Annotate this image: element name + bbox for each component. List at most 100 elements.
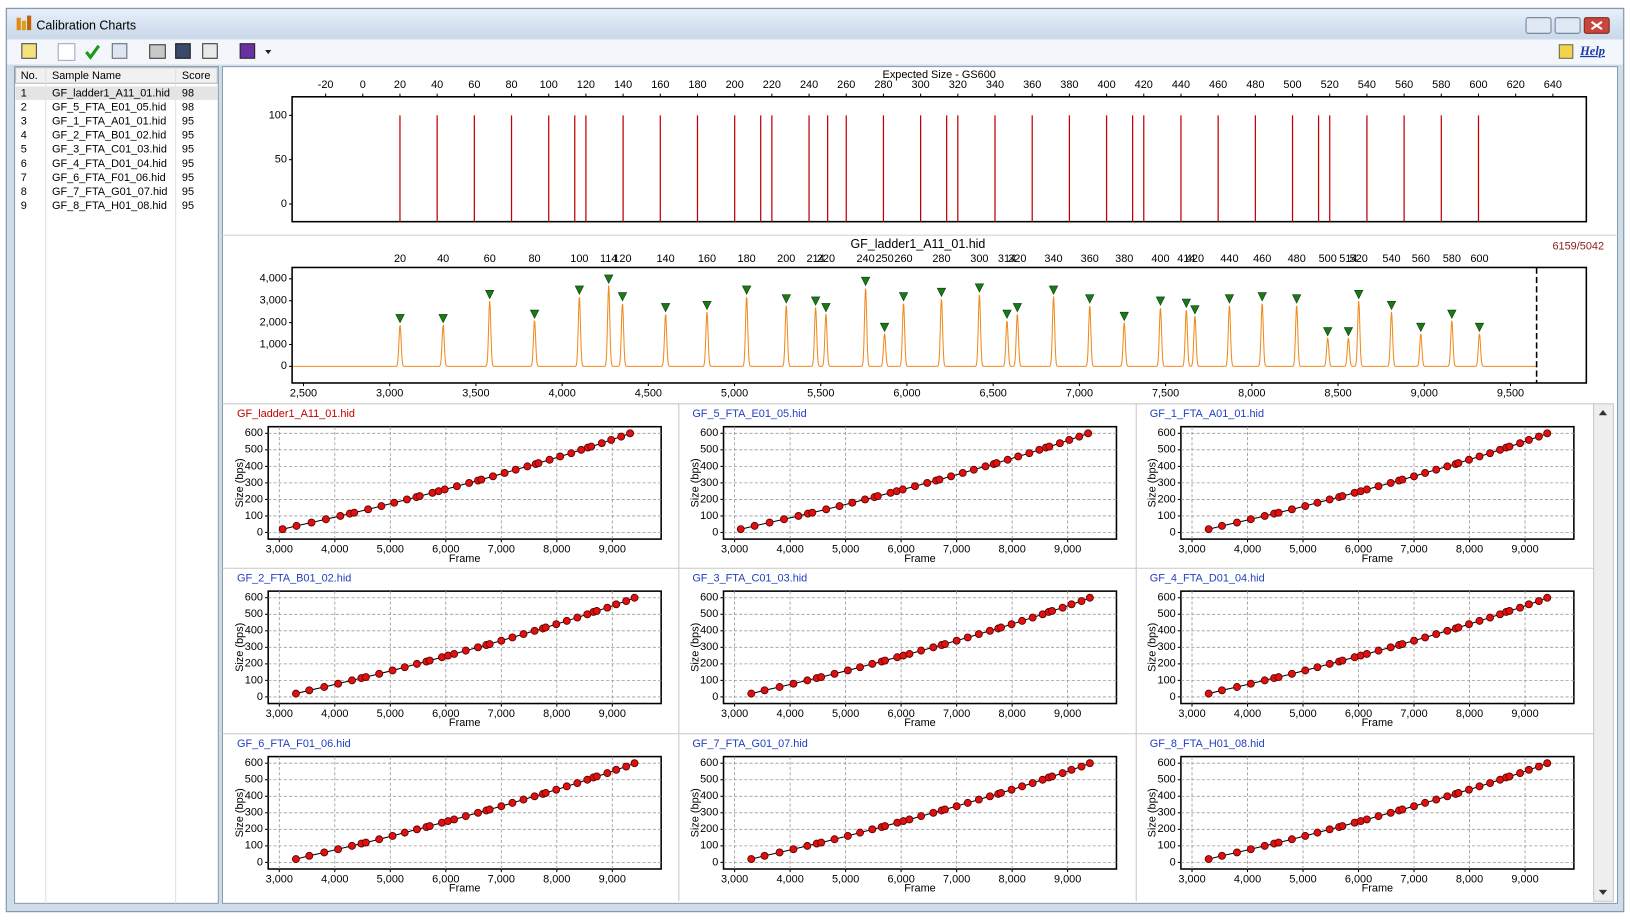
calibration-point	[474, 643, 482, 652]
peak-size-label: 240	[857, 253, 875, 265]
x-tick-label: 20	[394, 79, 406, 91]
x-tick-label: 4,000	[321, 708, 348, 720]
selected-row[interactable]	[15, 86, 218, 100]
calibration-point	[1246, 679, 1255, 688]
calibration-point	[508, 633, 517, 642]
y-tick-label: 600	[245, 757, 263, 769]
calibration-point	[597, 439, 606, 448]
calibration-point	[1287, 669, 1296, 678]
y-tick-label: 200	[1158, 658, 1176, 670]
x-tick-label: 8,000	[998, 543, 1025, 555]
calibration-point	[519, 795, 528, 804]
calibration-point	[1516, 769, 1524, 778]
scan-annotation: 6159/5042	[1552, 241, 1604, 253]
scroll-up[interactable]	[1598, 410, 1608, 416]
help-link[interactable]: Help	[1579, 44, 1605, 58]
color-button[interactable]	[239, 43, 256, 59]
x-tick-label: 0	[360, 79, 366, 91]
y-tick-label: 0	[1170, 526, 1176, 538]
table-cell: GF_4_FTA_D01_04.hid	[52, 158, 167, 170]
peak-marker	[974, 283, 985, 293]
help-icon[interactable]	[1558, 44, 1574, 59]
x-tick-label: 5,000	[377, 708, 404, 720]
x-tick-label: 3,500	[462, 387, 489, 399]
calibration-point	[1313, 828, 1322, 837]
table-cell: GF_2_FTA_B01_02.hid	[52, 130, 166, 142]
x-tick-label: 3,000	[721, 708, 748, 720]
scroll-down[interactable]	[1598, 889, 1608, 896]
calibration-point	[868, 659, 877, 668]
toolbar-button[interactable]	[57, 43, 76, 61]
calibration-point	[1204, 855, 1213, 864]
y-tick-label: 600	[1158, 757, 1176, 769]
calibration-point	[622, 762, 631, 771]
y-tick-label: 600	[1158, 427, 1176, 439]
y-tick-label: 100	[700, 840, 718, 852]
calibration-point	[1465, 620, 1473, 629]
peak-size-label: 380	[1115, 253, 1133, 265]
y-tick-label: 400	[245, 790, 263, 802]
x-tick-label: 9,000	[1511, 708, 1538, 720]
x-tick-label: 5,000	[377, 873, 404, 885]
peak-size-label: 40	[437, 253, 449, 265]
calibration-point	[305, 851, 314, 860]
calibration-point	[898, 485, 907, 494]
print-button[interactable]	[149, 44, 166, 59]
calibration-point	[1524, 600, 1533, 609]
peak-size-label: 314	[998, 253, 1016, 265]
calibration-point	[997, 623, 1005, 632]
plot-title: GF_2_FTA_B01_02.hid	[237, 573, 351, 585]
calibration-point	[1084, 429, 1093, 438]
calibration-point	[1007, 785, 1016, 794]
x-tick-label: 6,000	[432, 708, 459, 720]
x-tick-label: 320	[949, 79, 967, 91]
calibration-point	[848, 498, 857, 507]
y-tick-label: 500	[245, 444, 263, 456]
x-tick-label: 5,000	[832, 873, 859, 885]
peak-marker	[604, 274, 614, 285]
x-tick-label: 5,000	[1289, 708, 1316, 720]
peak-marker	[574, 285, 585, 295]
calibration-point	[958, 469, 967, 477]
calibration-point	[375, 835, 384, 844]
maximize-button[interactable]	[1554, 17, 1581, 34]
x-tick-label: -20	[318, 79, 334, 91]
calibration-point	[1465, 455, 1473, 464]
peak-size-label: 140	[656, 253, 674, 265]
calibration-point	[350, 508, 359, 517]
calibration-point	[400, 828, 409, 837]
peak-marker	[1085, 294, 1095, 304]
save-button[interactable]	[175, 43, 191, 59]
calibration-point	[530, 792, 539, 801]
calibration-point	[1007, 620, 1016, 629]
toolbar-button[interactable]	[85, 44, 101, 60]
toolbar-button[interactable]	[21, 43, 37, 59]
calibration-point	[1475, 782, 1484, 791]
export-button[interactable]	[202, 43, 218, 59]
x-tick-label: 8,000	[543, 708, 570, 720]
x-tick-label: 7,000	[488, 873, 515, 885]
calibration-point	[1218, 521, 1226, 530]
dropdown-arrow[interactable]	[265, 49, 272, 55]
calibration-point	[1534, 597, 1543, 606]
scrollbar[interactable]	[1593, 403, 1614, 902]
calibration-point	[974, 630, 983, 639]
calibration-point	[1260, 511, 1269, 520]
y-tick-label: 500	[700, 608, 718, 620]
y-tick-label: 100	[700, 674, 718, 686]
toolbar-button[interactable]	[111, 43, 128, 59]
table-cell: GF_5_FTA_E01_05.hid	[52, 102, 166, 114]
table-cell: 8	[21, 186, 27, 198]
peak-size-label: 560	[1412, 253, 1430, 265]
calibration-point	[450, 649, 459, 658]
y-tick-label: 500	[245, 774, 263, 786]
y-tick-label: 200	[700, 493, 718, 505]
calibration-point	[952, 636, 961, 645]
calibration-point	[1486, 779, 1495, 788]
calibration-point	[1274, 673, 1283, 682]
x-tick-label: 9,000	[599, 873, 626, 885]
minimize-button[interactable]	[1525, 17, 1552, 34]
calibration-point	[612, 765, 621, 774]
table-cell: 98	[182, 102, 194, 114]
